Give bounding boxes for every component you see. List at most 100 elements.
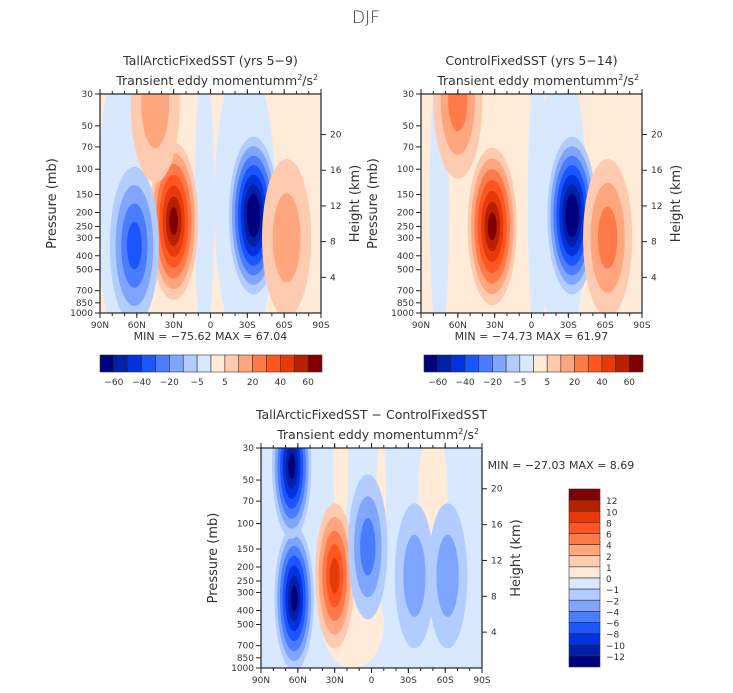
y-tick-label: 700 xyxy=(76,287,93,297)
colorbar-swatch xyxy=(451,354,466,373)
units-label: m2/s2 xyxy=(606,73,639,88)
panel-subtitle: Transient eddy momentum xyxy=(436,73,606,88)
contour-field xyxy=(261,448,482,668)
colorbar-swatch xyxy=(437,354,452,373)
x-tick-label: 90S xyxy=(473,676,490,686)
colorbar-tick-label: −12 xyxy=(606,653,625,663)
y-tick-label: 850 xyxy=(237,654,254,664)
y-tick-label: 250 xyxy=(76,222,93,232)
colorbar-tick-label: 4 xyxy=(606,542,612,552)
contour-band xyxy=(527,94,548,313)
colorbar-tick-label: 40 xyxy=(596,378,608,388)
contour-neg-70 xyxy=(249,203,258,228)
colorbar-swatch xyxy=(568,599,601,612)
contour-neg-12 xyxy=(288,453,296,479)
colorbar-swatch xyxy=(423,354,438,373)
colorbar-swatch xyxy=(464,354,480,373)
colorbar-swatch xyxy=(568,655,601,668)
y-tick-label: 30 xyxy=(403,90,415,100)
colorbar-tick-label: 12 xyxy=(606,497,617,507)
x-tick-label: 90N xyxy=(252,676,270,686)
y-right-axis-label: Height (km) xyxy=(509,519,524,596)
colorbar-swatch xyxy=(307,354,323,373)
y-tick-label: 400 xyxy=(237,607,254,617)
colorbar-swatch xyxy=(492,354,507,373)
colorbar-swatch xyxy=(568,499,601,512)
y-tick-label: 400 xyxy=(397,252,414,262)
panel-tallarctic: TallArcticFixedSST (yrs 5−9) Transient ed… xyxy=(45,53,363,388)
y-tick-label: 1000 xyxy=(70,309,93,319)
y-right-tick-label: 16 xyxy=(491,521,503,531)
y-tick-label: 70 xyxy=(403,143,415,153)
colorbar-swatch xyxy=(533,354,548,373)
colorbar-swatch xyxy=(568,611,601,623)
colorbar-swatch xyxy=(629,354,644,373)
y-right-tick-label: 4 xyxy=(651,273,657,283)
y-tick-label: 500 xyxy=(76,266,93,276)
colorbar-tick-label: 20 xyxy=(569,378,581,388)
colorbar-tick-label: 1 xyxy=(606,564,612,574)
y-tick-label: 1000 xyxy=(231,664,254,674)
colorbar-swatch xyxy=(560,354,575,373)
y-right-tick-label: 12 xyxy=(491,556,502,566)
y-axis-label: Pressure (mb) xyxy=(45,158,60,249)
colorbar-swatch xyxy=(478,354,493,373)
colorbar-swatch xyxy=(99,354,115,373)
colorbar-swatch xyxy=(568,588,601,601)
y-tick-label: 50 xyxy=(243,476,255,486)
min-max-label: MIN = −75.62 MAX = 67.04 xyxy=(134,330,288,343)
colorbar-swatch xyxy=(587,354,603,373)
colorbar-tick-label: −4 xyxy=(606,608,620,618)
x-tick-label: 60N xyxy=(128,321,146,331)
colorbar-swatch xyxy=(568,644,601,657)
colorbar-tick-label: −8 xyxy=(606,631,620,641)
colorbar-swatch xyxy=(210,354,226,373)
y-tick-label: 400 xyxy=(76,252,93,262)
colorbar-swatch xyxy=(568,533,601,545)
contour-field xyxy=(100,94,321,313)
contour-pos-60 xyxy=(487,212,497,241)
x-tick-label: 60S xyxy=(437,676,454,686)
y-tick-label: 300 xyxy=(397,234,414,244)
colorbar-tick-label: 5 xyxy=(222,378,228,388)
colorbar-tick-label: −5 xyxy=(513,378,526,388)
colorbar-swatch xyxy=(293,354,309,373)
colorbar-tick-label: −5 xyxy=(190,378,203,388)
x-tick-label: 60N xyxy=(289,676,307,686)
colorbar-swatch xyxy=(182,354,198,373)
contour-pos-8 xyxy=(329,557,340,594)
figure-title: DJF xyxy=(352,8,380,28)
colorbar-swatch xyxy=(568,510,601,523)
panel-control: ControlFixedSST (yrs 5−14) Transient eddy… xyxy=(366,53,684,388)
y-tick-label: 500 xyxy=(397,266,414,276)
panel-title: TallArcticFixedSST (yrs 5−9) xyxy=(122,53,298,68)
y-tick-label: 1000 xyxy=(391,309,414,319)
colorbar-tick-label: −20 xyxy=(160,378,179,388)
panel-difference: TallArcticFixedSST − ControlFixedSST Tran… xyxy=(206,407,635,686)
y-right-tick-label: 8 xyxy=(491,592,497,602)
contour-neg-70 xyxy=(568,203,576,228)
units-label: m2/s2 xyxy=(446,427,479,442)
colorbar-tick-label: −1 xyxy=(606,586,619,596)
colorbar-tick-label: −20 xyxy=(483,378,502,388)
y-tick-label: 200 xyxy=(397,208,414,218)
x-tick-label: 90S xyxy=(312,321,329,331)
colorbar-tick-label: −60 xyxy=(428,378,447,388)
colorbar-swatch xyxy=(252,354,267,373)
y-axis-label: Pressure (mb) xyxy=(366,158,381,249)
x-tick-label: 90N xyxy=(412,321,430,331)
colorbar-tick-label: 40 xyxy=(275,378,287,388)
colorbar-swatch xyxy=(519,354,534,373)
colorbar-tick-label: 8 xyxy=(606,519,612,529)
x-tick-label: 90N xyxy=(91,321,109,331)
contour-pos-10 xyxy=(272,193,301,283)
y-tick-label: 100 xyxy=(76,165,93,175)
y-right-tick-label: 8 xyxy=(330,238,336,248)
y-tick-label: 150 xyxy=(76,191,93,201)
y-tick-label: 250 xyxy=(237,577,254,587)
colorbar-swatch xyxy=(169,354,184,373)
min-max-label: MIN = −27.03 MAX = 8.69 xyxy=(488,459,635,472)
y-tick-label: 850 xyxy=(76,299,93,309)
x-tick-label: 30N xyxy=(486,321,504,331)
x-tick-label: 30S xyxy=(400,676,417,686)
